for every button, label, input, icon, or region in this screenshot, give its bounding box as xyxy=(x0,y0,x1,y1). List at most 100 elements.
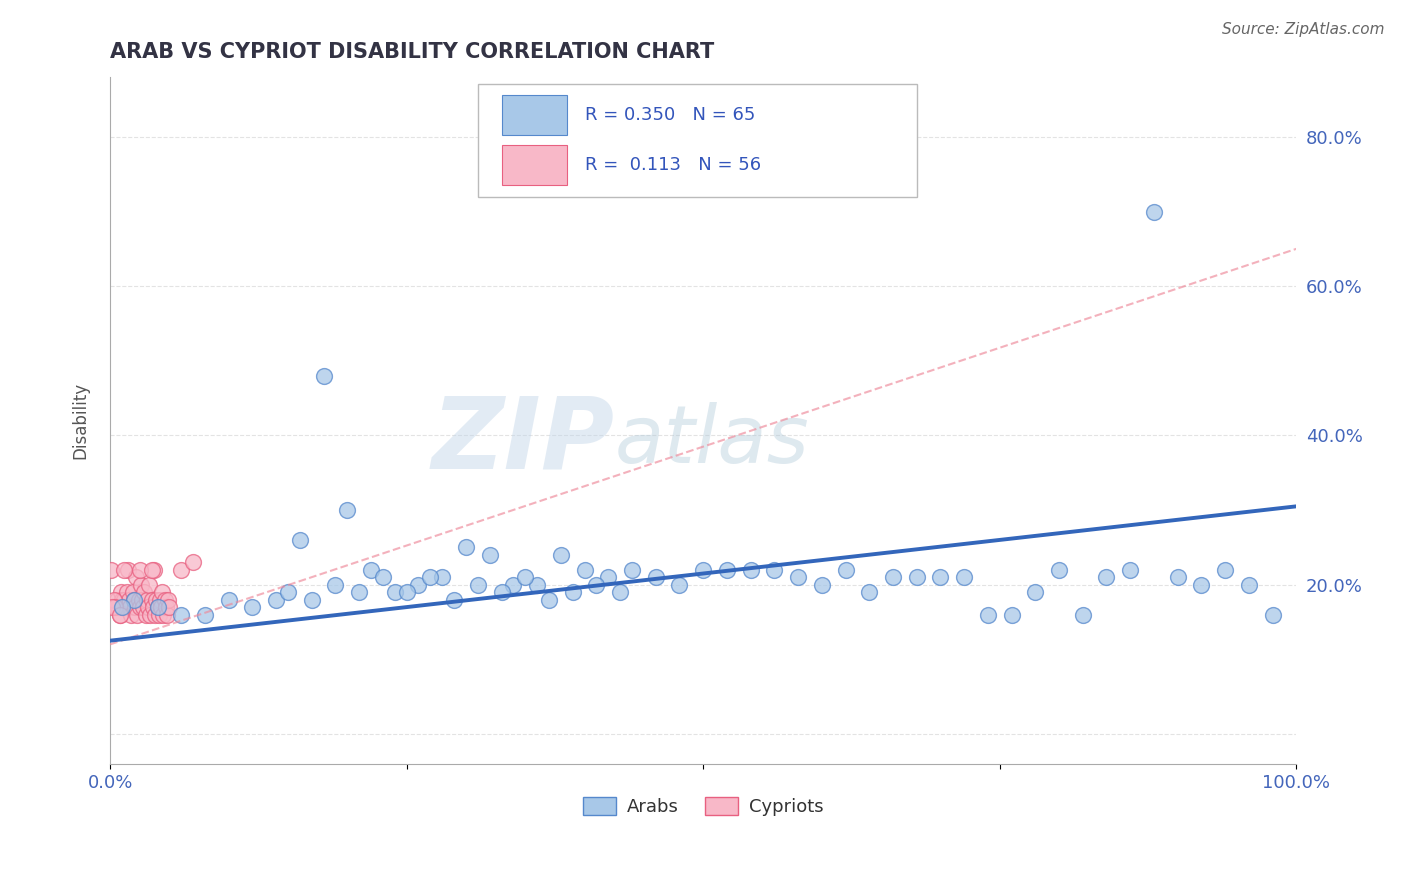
Point xyxy=(122,592,145,607)
Legend: Arabs, Cypriots: Arabs, Cypriots xyxy=(576,789,831,823)
Point xyxy=(740,563,762,577)
Point xyxy=(301,592,323,607)
Point xyxy=(136,600,159,615)
Point xyxy=(585,577,607,591)
Point xyxy=(105,600,128,615)
Point xyxy=(929,570,952,584)
Point xyxy=(336,503,359,517)
Point xyxy=(120,607,142,622)
Point xyxy=(419,570,441,584)
Point xyxy=(156,607,179,622)
Point xyxy=(288,533,311,547)
Point xyxy=(105,592,128,607)
Point xyxy=(716,563,738,577)
Text: R = 0.350   N = 65: R = 0.350 N = 65 xyxy=(585,106,755,124)
Point xyxy=(128,600,150,615)
Point xyxy=(467,577,489,591)
Point xyxy=(515,570,537,584)
Point xyxy=(312,368,335,383)
Point xyxy=(1237,577,1260,591)
Point xyxy=(953,570,976,584)
Point xyxy=(129,577,152,591)
Point xyxy=(502,577,524,591)
Point xyxy=(491,585,513,599)
Point xyxy=(905,570,928,584)
Point xyxy=(117,563,139,577)
Point xyxy=(1143,204,1166,219)
Text: R =  0.113   N = 56: R = 0.113 N = 56 xyxy=(585,156,761,174)
Point xyxy=(103,592,125,607)
Point xyxy=(148,607,170,622)
Point xyxy=(112,563,135,577)
Point xyxy=(537,592,560,607)
Point xyxy=(181,555,204,569)
Text: ZIP: ZIP xyxy=(432,392,614,490)
Point xyxy=(124,600,146,615)
Point xyxy=(131,592,153,607)
Point xyxy=(194,607,217,622)
Point xyxy=(132,600,155,615)
FancyBboxPatch shape xyxy=(478,84,917,197)
Point xyxy=(101,600,124,615)
Point xyxy=(598,570,620,584)
Point xyxy=(834,563,856,577)
Point xyxy=(478,548,501,562)
Point xyxy=(443,592,465,607)
Bar xyxy=(502,95,567,136)
Point xyxy=(621,563,644,577)
Point xyxy=(858,585,880,599)
Point xyxy=(360,563,382,577)
Point xyxy=(668,577,690,591)
Text: atlas: atlas xyxy=(614,402,808,480)
Point xyxy=(150,600,173,615)
Point xyxy=(561,585,583,599)
Point xyxy=(1000,607,1022,622)
Point xyxy=(143,607,166,622)
Point xyxy=(138,577,160,591)
Point xyxy=(408,577,430,591)
Point xyxy=(135,607,157,622)
Point xyxy=(100,563,122,577)
Point xyxy=(277,585,299,599)
Point xyxy=(142,600,165,615)
Point xyxy=(1189,577,1212,591)
Point xyxy=(146,600,169,615)
Point xyxy=(112,600,135,615)
Point xyxy=(1071,607,1094,622)
Point xyxy=(347,585,370,599)
Point xyxy=(153,592,176,607)
Point xyxy=(810,577,832,591)
Point xyxy=(150,585,173,599)
Point xyxy=(114,600,136,615)
Point xyxy=(170,607,193,622)
Point xyxy=(609,585,631,599)
Point xyxy=(882,570,904,584)
Point xyxy=(111,592,134,607)
Point xyxy=(977,607,1000,622)
Text: ARAB VS CYPRIOT DISABILITY CORRELATION CHART: ARAB VS CYPRIOT DISABILITY CORRELATION C… xyxy=(110,42,714,62)
Point xyxy=(574,563,596,577)
Point xyxy=(242,600,264,615)
Bar xyxy=(502,145,567,186)
Point xyxy=(121,585,143,599)
Y-axis label: Disability: Disability xyxy=(72,382,89,459)
Point xyxy=(128,592,150,607)
Point xyxy=(107,600,129,615)
Point xyxy=(264,592,287,607)
Point xyxy=(118,592,141,607)
Point xyxy=(128,563,150,577)
Point xyxy=(127,607,149,622)
Text: Source: ZipAtlas.com: Source: ZipAtlas.com xyxy=(1222,22,1385,37)
Point xyxy=(139,607,162,622)
Point xyxy=(550,548,572,562)
Point xyxy=(108,607,131,622)
Point xyxy=(141,592,163,607)
Point xyxy=(110,585,132,599)
Point xyxy=(325,577,347,591)
Point xyxy=(111,600,134,615)
Point xyxy=(787,570,810,584)
Point xyxy=(115,585,138,599)
Point xyxy=(170,563,193,577)
Point xyxy=(112,592,135,607)
Point xyxy=(157,592,180,607)
